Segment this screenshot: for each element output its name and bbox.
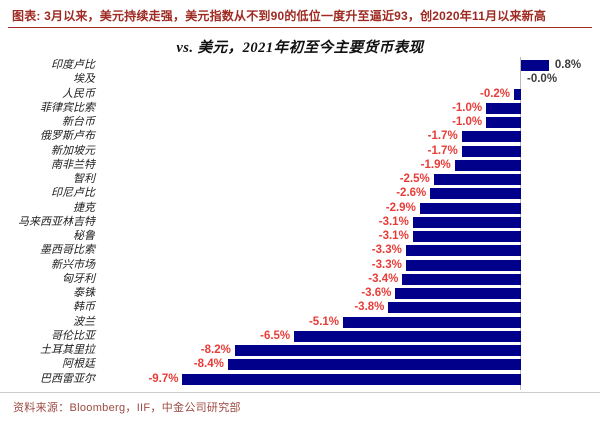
category-label: 菲律宾比索: [40, 101, 95, 114]
category-label: 新兴市场: [51, 258, 95, 271]
bar: [405, 259, 521, 271]
value-label: -2.9%: [385, 201, 416, 214]
category-label: 阿根廷: [62, 358, 95, 371]
category-label: 墨西哥比索: [40, 244, 95, 257]
category-label: 新加坡元: [51, 144, 95, 157]
bar: [514, 88, 521, 100]
chart-title: vs. 美元，2021年初至今主要货币表现: [176, 40, 424, 56]
value-label: -2.6%: [396, 187, 427, 200]
value-label: -8.4%: [193, 358, 224, 371]
bar: [405, 245, 521, 257]
category-label: 新台币: [62, 116, 95, 128]
bar: [412, 231, 521, 242]
category-label: 印尼卢比: [51, 187, 95, 200]
source-note: 资料来源：Bloomberg，IIF，中金公司研究部: [13, 402, 241, 414]
bar: [388, 302, 521, 314]
category-label: 印度卢比: [51, 59, 95, 71]
category-label: 土耳其里拉: [40, 344, 95, 356]
bar: [461, 145, 521, 157]
value-label: -3.3%: [371, 244, 402, 257]
category-label: 捷克: [73, 201, 95, 214]
value-label: -3.3%: [371, 258, 402, 271]
category-label: 埃及: [73, 73, 95, 86]
category-label: 泰铢: [73, 287, 95, 299]
bar: [486, 117, 521, 128]
bar: [454, 159, 521, 171]
bar: [234, 345, 521, 356]
bar-chart: 印度卢比 0.8% 埃及 -0.0% 人民币 -0.2% 菲律宾比索 -1.0% 新台币 -1.0…: [0, 57, 600, 391]
category-label: 波兰: [73, 315, 95, 328]
footer-divider: [0, 392, 600, 393]
category-label: 哥伦比亚: [51, 329, 95, 342]
bar: [419, 202, 521, 214]
value-label: -5.1%: [308, 315, 340, 328]
value-label: -9.7%: [148, 372, 179, 385]
value-label: -3.8%: [354, 301, 385, 314]
value-label: 0.8%: [554, 59, 582, 71]
category-label: 人民币: [62, 87, 95, 100]
value-label: -6.5%: [260, 329, 291, 342]
bar: [343, 316, 521, 328]
value-label: -3.1%: [378, 215, 409, 228]
value-label: -3.1%: [378, 230, 409, 242]
bar: [433, 174, 521, 185]
value-label: -2.5%: [399, 173, 430, 185]
category-label: 韩币: [73, 301, 95, 314]
category-label: 马来西亚林吉特: [18, 215, 95, 228]
value-label: -1.7%: [427, 144, 458, 157]
category-label: 南非兰特: [51, 158, 95, 171]
category-label: 俄罗斯卢布: [40, 130, 95, 143]
chart-caption: 图表: 3月以来，美元持续走强，美元指数从不到90的低位一度升至逼近93，创20…: [12, 9, 547, 23]
bar: [395, 288, 521, 299]
value-label: -3.6%: [361, 287, 392, 299]
category-label: 匈牙利: [62, 272, 95, 285]
value-label: -1.0%: [452, 116, 483, 128]
category-label: 巴西雷亚尔: [40, 372, 95, 385]
value-label: -1.0%: [452, 101, 483, 114]
bar: [182, 373, 521, 385]
bar: [486, 102, 521, 114]
category-label: 智利: [73, 173, 95, 185]
value-label: -3.4%: [368, 272, 399, 285]
bar: [521, 60, 549, 71]
value-label: -1.7%: [427, 130, 458, 143]
header-divider: [8, 27, 592, 28]
category-label: 秘鲁: [73, 230, 95, 242]
value-label: -0.0%: [527, 73, 558, 86]
bar: [227, 359, 521, 371]
bar: [461, 131, 521, 143]
bar: [412, 216, 521, 228]
value-label: -8.2%: [200, 344, 231, 356]
value-label: -0.2%: [479, 87, 511, 100]
bar: [430, 188, 521, 200]
value-label: -1.9%: [420, 158, 451, 171]
bar: [402, 273, 521, 285]
bar: [294, 330, 521, 342]
